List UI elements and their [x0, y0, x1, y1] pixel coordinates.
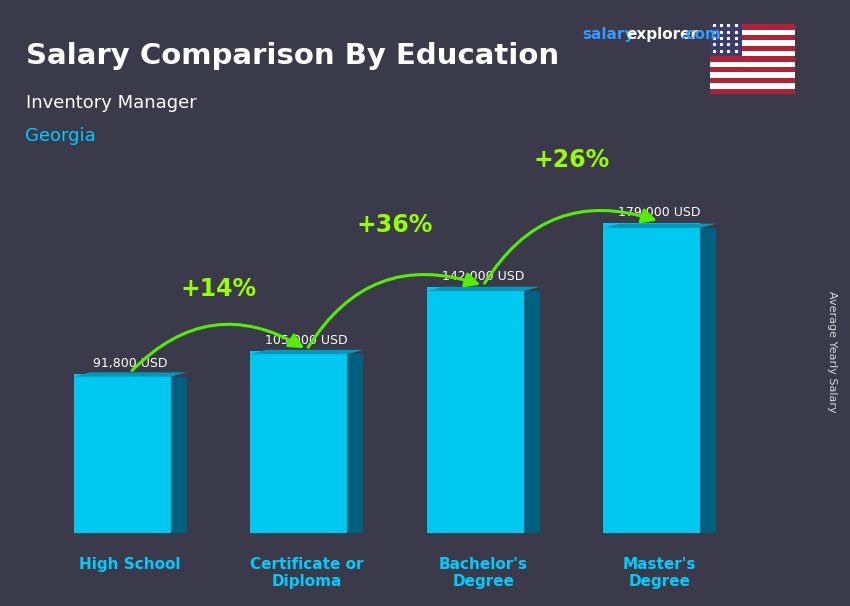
Text: .com: .com [680, 27, 721, 42]
Bar [604, 224, 700, 533]
Text: explorer: explorer [626, 27, 699, 42]
Text: salary: salary [582, 27, 635, 42]
Polygon shape [74, 372, 187, 377]
Text: 91,800 USD: 91,800 USD [93, 357, 167, 370]
Polygon shape [604, 224, 717, 228]
Polygon shape [171, 377, 187, 533]
Bar [710, 78, 795, 83]
Text: Salary Comparison By Education: Salary Comparison By Education [26, 42, 558, 70]
Bar [710, 45, 795, 51]
Bar [250, 351, 348, 533]
Text: Certificate or
Diploma: Certificate or Diploma [250, 557, 364, 589]
Polygon shape [348, 354, 363, 533]
Bar [710, 24, 795, 30]
Polygon shape [524, 291, 540, 533]
Bar [710, 24, 742, 56]
Bar [710, 62, 795, 67]
Bar [710, 30, 795, 35]
Bar [710, 51, 795, 56]
Text: Bachelor's
Degree: Bachelor's Degree [439, 557, 528, 589]
Text: Inventory Manager: Inventory Manager [26, 94, 196, 112]
Bar [710, 67, 795, 73]
Polygon shape [427, 287, 540, 291]
Bar [710, 88, 795, 94]
Bar [710, 41, 795, 45]
Text: 142,000 USD: 142,000 USD [442, 270, 524, 283]
Text: 105,000 USD: 105,000 USD [265, 334, 348, 347]
Bar [710, 56, 795, 62]
Bar [710, 73, 795, 78]
Bar [710, 83, 795, 88]
Text: Average Yearly Salary: Average Yearly Salary [827, 291, 837, 412]
Text: Georgia: Georgia [26, 127, 96, 145]
Bar [710, 35, 795, 41]
Text: +14%: +14% [180, 276, 257, 301]
Bar [74, 375, 171, 533]
Text: +36%: +36% [357, 213, 434, 236]
Bar [427, 287, 524, 533]
Polygon shape [700, 228, 717, 533]
Text: +26%: +26% [533, 148, 609, 173]
Text: 179,000 USD: 179,000 USD [619, 206, 701, 219]
Polygon shape [250, 350, 363, 354]
Text: Master's
Degree: Master's Degree [623, 557, 696, 589]
Text: High School: High School [79, 557, 181, 572]
